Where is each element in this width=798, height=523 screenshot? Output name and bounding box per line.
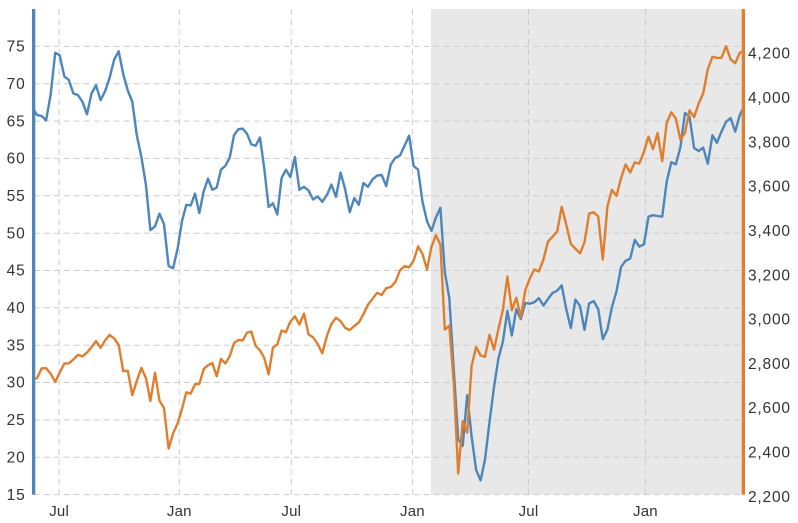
svg-text:20: 20 <box>7 449 26 466</box>
svg-text:Jul: Jul <box>519 503 539 520</box>
svg-text:70: 70 <box>7 76 26 93</box>
svg-text:Jan: Jan <box>633 503 658 520</box>
svg-text:2,800: 2,800 <box>748 356 791 373</box>
svg-text:3,000: 3,000 <box>748 312 791 329</box>
svg-text:3,800: 3,800 <box>748 134 791 151</box>
svg-text:60: 60 <box>7 151 26 168</box>
svg-text:35: 35 <box>7 337 26 354</box>
svg-text:4,000: 4,000 <box>748 90 791 107</box>
svg-text:2,400: 2,400 <box>748 445 791 462</box>
svg-text:50: 50 <box>7 225 26 242</box>
svg-text:3,200: 3,200 <box>748 267 791 284</box>
svg-text:Jul: Jul <box>281 503 301 520</box>
svg-text:15: 15 <box>7 487 26 504</box>
svg-text:30: 30 <box>7 375 26 392</box>
svg-text:75: 75 <box>7 39 26 56</box>
svg-text:Jan: Jan <box>400 503 425 520</box>
svg-text:3,400: 3,400 <box>748 223 791 240</box>
svg-text:65: 65 <box>7 113 26 130</box>
svg-text:3,600: 3,600 <box>748 179 791 196</box>
svg-text:45: 45 <box>7 263 26 280</box>
svg-text:40: 40 <box>7 300 26 317</box>
svg-text:55: 55 <box>7 188 26 205</box>
svg-text:25: 25 <box>7 412 26 429</box>
svg-text:Jan: Jan <box>167 503 192 520</box>
svg-text:2,200: 2,200 <box>748 489 791 506</box>
svg-text:4,200: 4,200 <box>748 46 791 63</box>
svg-text:Jul: Jul <box>49 503 69 520</box>
svg-text:2,600: 2,600 <box>748 400 791 417</box>
